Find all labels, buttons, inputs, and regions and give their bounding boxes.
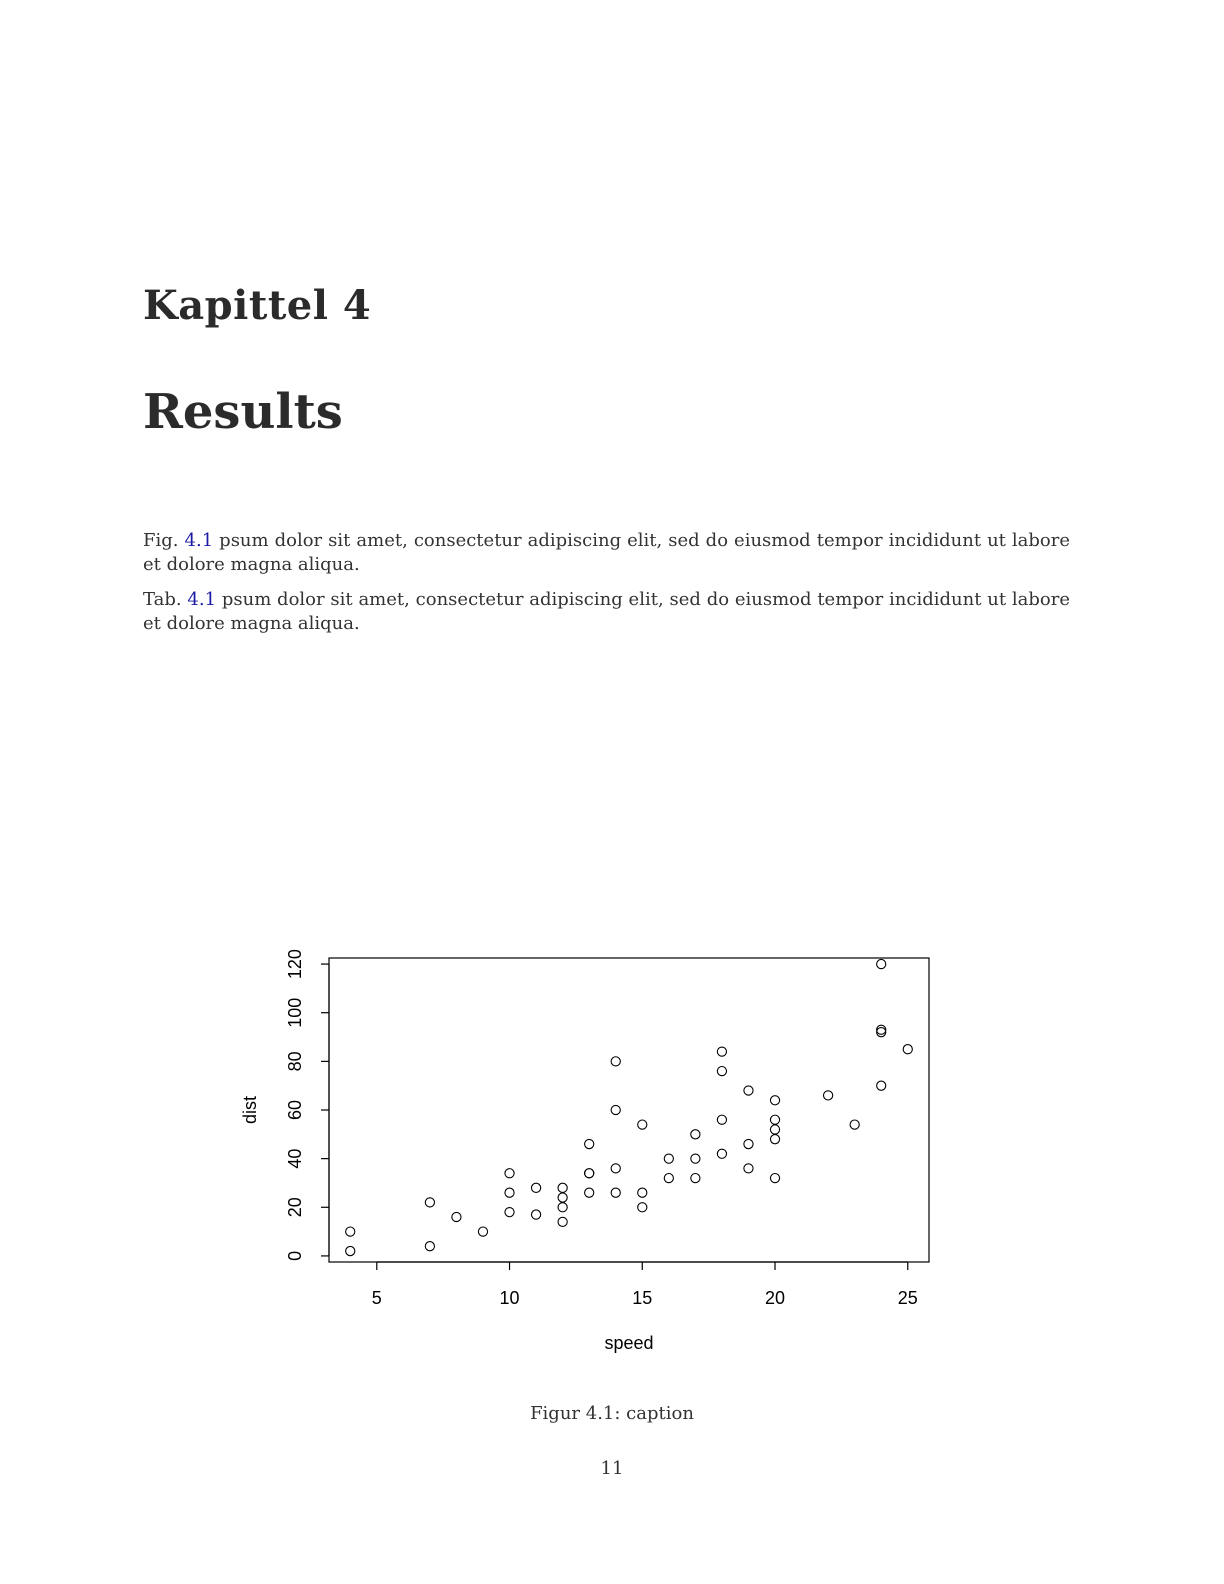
y-tick-label: 0	[285, 1251, 305, 1261]
data-point	[902, 1044, 913, 1055]
data-point	[769, 1095, 781, 1106]
data-point	[557, 1202, 568, 1213]
data-point	[557, 1216, 568, 1228]
x-tick-label: 15	[632, 1288, 652, 1308]
x-tick-label: 20	[765, 1288, 785, 1308]
data-point	[769, 1172, 781, 1184]
data-point	[876, 1024, 887, 1035]
data-point	[822, 1090, 834, 1101]
plot-frame	[328, 957, 930, 1263]
data-point	[876, 958, 887, 970]
data-point	[637, 1119, 648, 1130]
x-axis: 5 10 15 20 25	[372, 1261, 918, 1308]
data-point	[557, 1182, 568, 1193]
data-point	[637, 1187, 648, 1198]
data-point	[716, 1114, 728, 1125]
data-point	[477, 1226, 489, 1237]
y-tick-label: 80	[285, 1051, 305, 1071]
data-point	[663, 1153, 674, 1164]
data-point	[716, 1148, 728, 1159]
y-tick-label: 40	[285, 1149, 305, 1169]
paragraph-prefix: Tab.	[143, 589, 188, 610]
data-point	[530, 1209, 542, 1220]
y-tick-label: 20	[285, 1197, 305, 1217]
data-point	[690, 1129, 701, 1140]
data-points	[345, 958, 913, 1257]
data-point	[716, 1046, 728, 1057]
paragraph-text: psum dolor sit amet, consectetur adipisc…	[143, 530, 1071, 575]
data-point	[345, 1226, 356, 1237]
chapter-label: Kapittel 4	[143, 282, 372, 329]
data-point	[743, 1085, 754, 1096]
page-number: 11	[600, 1458, 624, 1479]
data-point	[345, 1245, 356, 1257]
data-point	[876, 1027, 887, 1038]
data-point	[451, 1211, 462, 1223]
data-point	[637, 1202, 648, 1213]
y-axis-label: dist	[240, 1096, 260, 1124]
x-tick-label: 10	[500, 1288, 520, 1308]
data-point	[690, 1172, 701, 1184]
x-tick-label: 5	[372, 1288, 382, 1308]
data-point	[610, 1056, 621, 1067]
data-point	[584, 1168, 595, 1179]
data-point	[610, 1163, 621, 1174]
table-reference-link[interactable]: 4.1	[187, 589, 217, 610]
data-point	[530, 1182, 542, 1193]
data-point	[610, 1104, 621, 1116]
data-point	[424, 1197, 436, 1208]
paragraph-table-reference: Tab. 4.1 psum dolor sit amet, consectetu…	[143, 588, 1070, 636]
data-point	[584, 1138, 595, 1150]
data-point	[663, 1172, 674, 1184]
data-point	[849, 1119, 860, 1130]
data-point	[610, 1187, 621, 1198]
data-point	[504, 1168, 515, 1179]
y-tick-label: 60	[285, 1100, 305, 1120]
data-point	[876, 1080, 887, 1091]
data-point	[769, 1124, 781, 1135]
chapter-title: Results	[143, 384, 343, 440]
data-point	[584, 1187, 595, 1198]
data-point	[769, 1134, 781, 1145]
data-point	[743, 1163, 754, 1174]
data-point	[769, 1114, 781, 1125]
data-point	[716, 1065, 728, 1077]
paragraph-figure-reference: Fig. 4.1 psum dolor sit amet, consectetu…	[143, 529, 1070, 577]
data-point	[504, 1206, 515, 1218]
y-tick-label: 100	[285, 998, 305, 1028]
data-point	[424, 1241, 436, 1252]
x-axis-label: speed	[604, 1333, 653, 1353]
x-tick-label: 25	[898, 1288, 918, 1308]
y-axis: 0 20 40 60 80 100 120	[285, 949, 330, 1261]
data-point	[743, 1138, 754, 1150]
paragraph-text: psum dolor sit amet, consectetur adipisc…	[143, 589, 1070, 634]
data-point	[690, 1153, 701, 1164]
data-point	[557, 1192, 568, 1203]
paragraph-prefix: Fig.	[143, 530, 185, 551]
figure-caption: Figur 4.1: caption	[530, 1403, 694, 1424]
y-tick-label: 120	[285, 949, 305, 979]
figure-reference-link[interactable]: 4.1	[184, 530, 214, 551]
data-point	[504, 1187, 515, 1198]
